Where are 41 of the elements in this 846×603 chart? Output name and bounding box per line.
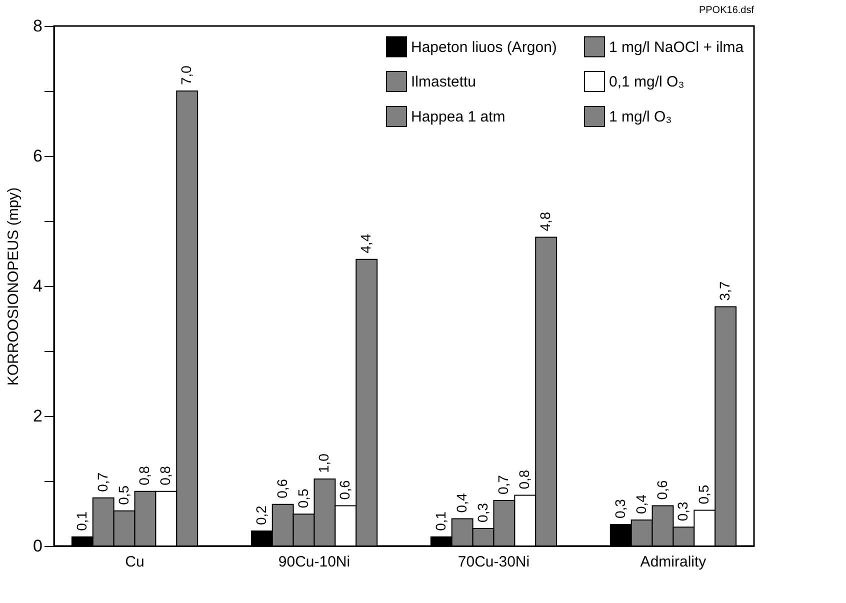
y-tick-label: 2 <box>33 406 42 426</box>
y-tick-label: 4 <box>33 276 42 296</box>
data-label: 0,4 <box>632 494 649 514</box>
x-tick-label: 70Cu-30Ni <box>458 554 530 570</box>
text: PPOK16.dsf <box>698 5 754 16</box>
y-axis-title: KORROOSIONOPEUS (mpy) <box>5 187 22 386</box>
data-label: 0,1 <box>73 511 90 531</box>
x-tick-label: Cu <box>125 554 144 570</box>
data-label: 0,5 <box>696 484 712 504</box>
data-label: 0,6 <box>274 478 290 498</box>
legend-label: 0,1 mg/l O₃ <box>609 74 684 90</box>
data-label: 0,6 <box>654 480 670 500</box>
data-label: 0,8 <box>516 470 532 490</box>
legend-label: Happea 1 atm <box>411 108 506 126</box>
legend-label: Hapeton liuos (Argon) <box>411 38 557 56</box>
y-tick-label: 8 <box>33 16 42 36</box>
data-label: 0,4 <box>453 493 470 513</box>
data-label: 4,8 <box>537 212 554 232</box>
y-tick-label: 6 <box>33 146 42 166</box>
data-label: 0,7 <box>495 474 512 494</box>
data-label: 0,3 <box>612 498 628 519</box>
x-tick-label: 90Cu-10Ni <box>278 554 350 570</box>
data-label: 0,1 <box>432 511 448 531</box>
data-label: 0,7 <box>94 472 110 492</box>
data-label: 0,8 <box>157 466 174 486</box>
legend-label: Ilmastettu <box>411 74 476 90</box>
data-label: 0,2 <box>252 505 269 526</box>
x-tick-label: Admirality <box>640 554 707 570</box>
data-label: 3,7 <box>716 281 733 301</box>
data-label: 0,3 <box>674 501 691 522</box>
legend-label: 1 mg/l NaOCl + ilma <box>609 38 744 56</box>
data-label: 4,4 <box>358 234 374 254</box>
data-label: 0,8 <box>136 466 152 486</box>
data-label: 7,0 <box>178 65 194 85</box>
y-tick-label: 0 <box>33 536 42 556</box>
data-label: 0,5 <box>294 488 311 508</box>
data-label: 0,6 <box>336 480 353 500</box>
data-label: 1,0 <box>316 453 332 474</box>
legend-label: 1 mg/l O₃ <box>609 108 672 126</box>
data-label: 0,5 <box>115 485 132 505</box>
data-label: 0,3 <box>474 502 490 522</box>
